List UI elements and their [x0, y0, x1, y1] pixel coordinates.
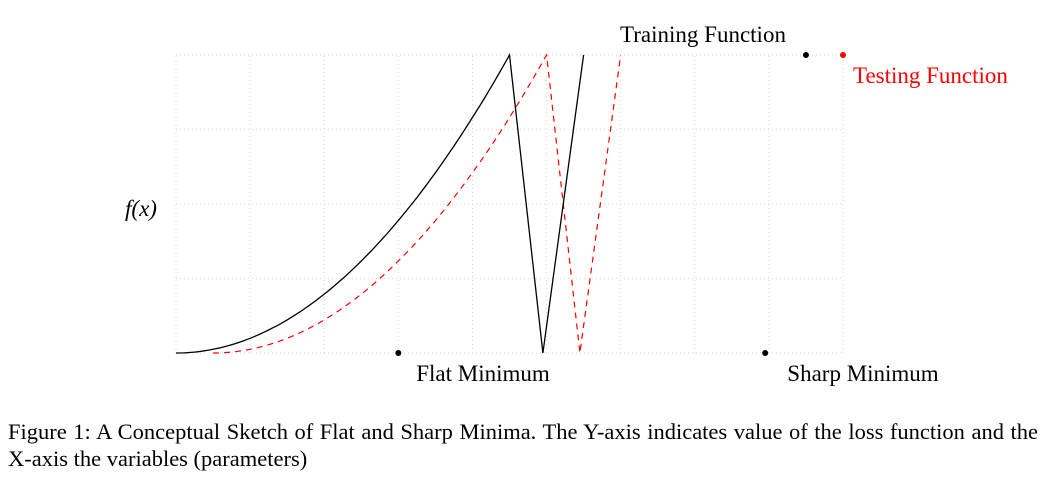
training-function-label: Training Function	[620, 22, 786, 47]
testing-function-label: Testing Function	[853, 63, 1008, 88]
testing-end-point	[840, 52, 846, 58]
testing-function-curve	[213, 53, 622, 354]
sharp-minimum-point	[762, 350, 769, 356]
sharp-minimum-label: Sharp Minimum	[787, 361, 939, 386]
y-axis-label: f(x)	[125, 196, 157, 221]
plot-grid	[175, 54, 844, 354]
flat-sharp-minima-figure: f(x) Training Function Testing Function …	[125, 22, 1008, 386]
training-end-point	[802, 52, 809, 58]
training-function-curve	[176, 52, 585, 354]
flat-minimum-label: Flat Minimum	[416, 361, 550, 386]
figure-caption: Figure 1: A Conceptual Sketch of Flat an…	[8, 419, 1038, 471]
flat-minimum-point	[395, 350, 402, 356]
